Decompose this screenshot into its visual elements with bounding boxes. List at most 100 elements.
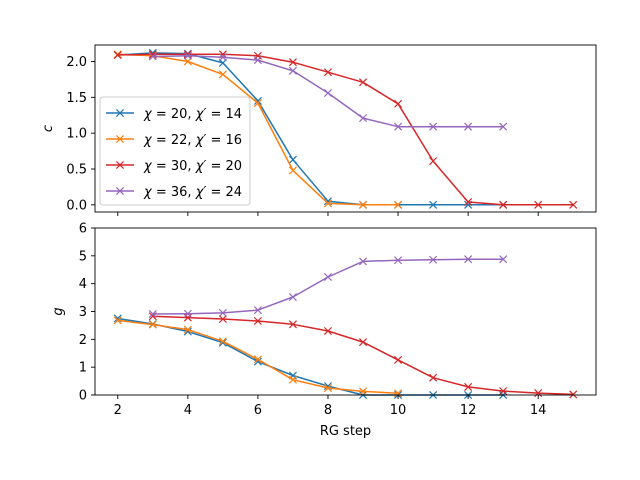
x-tick-label: 8 xyxy=(324,403,332,418)
y-tick-label: 3 xyxy=(79,305,87,320)
data-point-marker xyxy=(323,326,333,336)
data-point-marker xyxy=(253,96,262,105)
legend-marker xyxy=(115,108,125,118)
legend-marker xyxy=(115,186,125,196)
data-point-marker xyxy=(358,338,368,347)
y-tick-label: 4 xyxy=(79,277,87,292)
legend-label: χ = 36, χ′ = 24 xyxy=(143,185,242,200)
data-point-marker xyxy=(534,200,543,209)
data-point-marker xyxy=(358,114,368,123)
y-tick-label: 0 xyxy=(79,389,87,404)
y-tick-label: 5 xyxy=(79,249,87,264)
x-tick-label: 4 xyxy=(184,403,192,418)
y-tick-label: 6 xyxy=(79,222,87,237)
data-point-marker xyxy=(429,157,438,166)
data-point-marker xyxy=(253,56,262,65)
data-point-marker xyxy=(429,122,438,131)
y-tick-label: 2 xyxy=(79,333,87,348)
panel-c: 0.0 0.5 1.0 1.5 2.0 c χ = 20, χ′ = 14 χ = 22, χ… xyxy=(41,44,597,216)
data-point-marker xyxy=(218,337,227,346)
data-point-marker xyxy=(429,200,438,209)
legend-item: χ = 36, χ′ = 24 xyxy=(106,185,242,200)
series-4 xyxy=(148,51,508,131)
data-point-marker xyxy=(183,51,192,60)
data-point-marker xyxy=(358,387,368,396)
legend-item: χ = 20, χ′ = 14 xyxy=(106,107,242,122)
y-axis-label: c xyxy=(41,125,56,132)
y-tick-label: 1.5 xyxy=(66,91,87,106)
data-point-marker xyxy=(323,68,333,77)
legend-item: χ = 30, χ′ = 20 xyxy=(106,159,242,174)
legend-label: χ = 30, χ′ = 20 xyxy=(143,159,242,174)
data-point-marker xyxy=(464,122,473,131)
y-tick-label: 1 xyxy=(79,361,87,376)
data-point-marker xyxy=(464,382,473,391)
data-point-marker xyxy=(499,387,508,396)
legend-marker xyxy=(115,160,125,170)
x-tick-label: 6 xyxy=(254,403,262,418)
data-point-marker xyxy=(253,306,262,315)
data-point-marker xyxy=(288,66,297,75)
data-point-marker xyxy=(394,389,403,398)
data-point-marker xyxy=(113,316,122,325)
data-point-marker xyxy=(323,199,333,208)
data-point-marker xyxy=(394,355,403,364)
y-tick-label: 0.5 xyxy=(66,162,87,177)
data-point-marker xyxy=(253,355,262,364)
series-4 xyxy=(148,255,508,319)
legend-label: χ = 20, χ′ = 14 xyxy=(143,107,242,122)
data-point-marker xyxy=(218,58,227,67)
data-point-marker xyxy=(218,314,227,324)
x-tick-label: 10 xyxy=(390,403,407,418)
data-point-marker xyxy=(113,51,122,60)
data-point-marker xyxy=(394,200,403,209)
data-point-marker xyxy=(569,390,578,399)
x-tick-label: 14 xyxy=(530,403,547,418)
data-point-marker xyxy=(499,255,508,264)
data-point-marker xyxy=(288,166,297,175)
data-point-marker xyxy=(394,122,403,131)
data-point-marker xyxy=(569,200,578,209)
data-point-marker xyxy=(148,309,157,319)
y-tick-label: 1.0 xyxy=(66,127,87,142)
legend-marker xyxy=(115,134,125,144)
y-tick-label: 0.0 xyxy=(66,198,87,213)
data-point-marker xyxy=(253,99,262,108)
data-point-marker xyxy=(323,88,333,98)
data-point-marker xyxy=(288,293,297,302)
data-point-marker xyxy=(288,320,297,329)
legend-box xyxy=(99,96,251,206)
data-point-marker xyxy=(183,325,192,334)
data-point-marker xyxy=(148,52,157,61)
data-point-marker xyxy=(218,53,227,62)
data-point-marker xyxy=(358,78,368,87)
data-point-marker xyxy=(183,57,192,66)
axes-frame xyxy=(94,44,597,213)
data-point-marker xyxy=(183,309,192,318)
data-point-marker xyxy=(288,375,297,384)
data-point-marker xyxy=(429,255,438,264)
data-point-marker xyxy=(183,313,192,322)
legend-item: χ = 22, χ′ = 16 xyxy=(106,133,242,148)
data-point-marker xyxy=(499,122,508,131)
legend: χ = 20, χ′ = 14 χ = 22, χ′ = 16 χ = 30, χ′… xyxy=(99,96,251,206)
x-tick-label: 2 xyxy=(114,403,122,418)
data-point-marker xyxy=(534,389,543,398)
data-point-marker xyxy=(183,50,192,59)
data-point-marker xyxy=(218,308,227,317)
data-point-marker xyxy=(288,155,297,164)
x-axis-label: RG step xyxy=(320,424,371,439)
series-line xyxy=(117,53,574,206)
series-3 xyxy=(113,50,578,209)
data-point-marker xyxy=(464,255,473,264)
data-point-marker xyxy=(323,272,333,282)
data-point-marker xyxy=(358,257,368,266)
y-tick-label: 2.0 xyxy=(66,55,87,70)
x-tick-label: 12 xyxy=(460,403,477,418)
series-line xyxy=(117,52,504,206)
legend-label: χ = 22, χ′ = 16 xyxy=(143,133,242,148)
data-point-marker xyxy=(499,200,508,209)
